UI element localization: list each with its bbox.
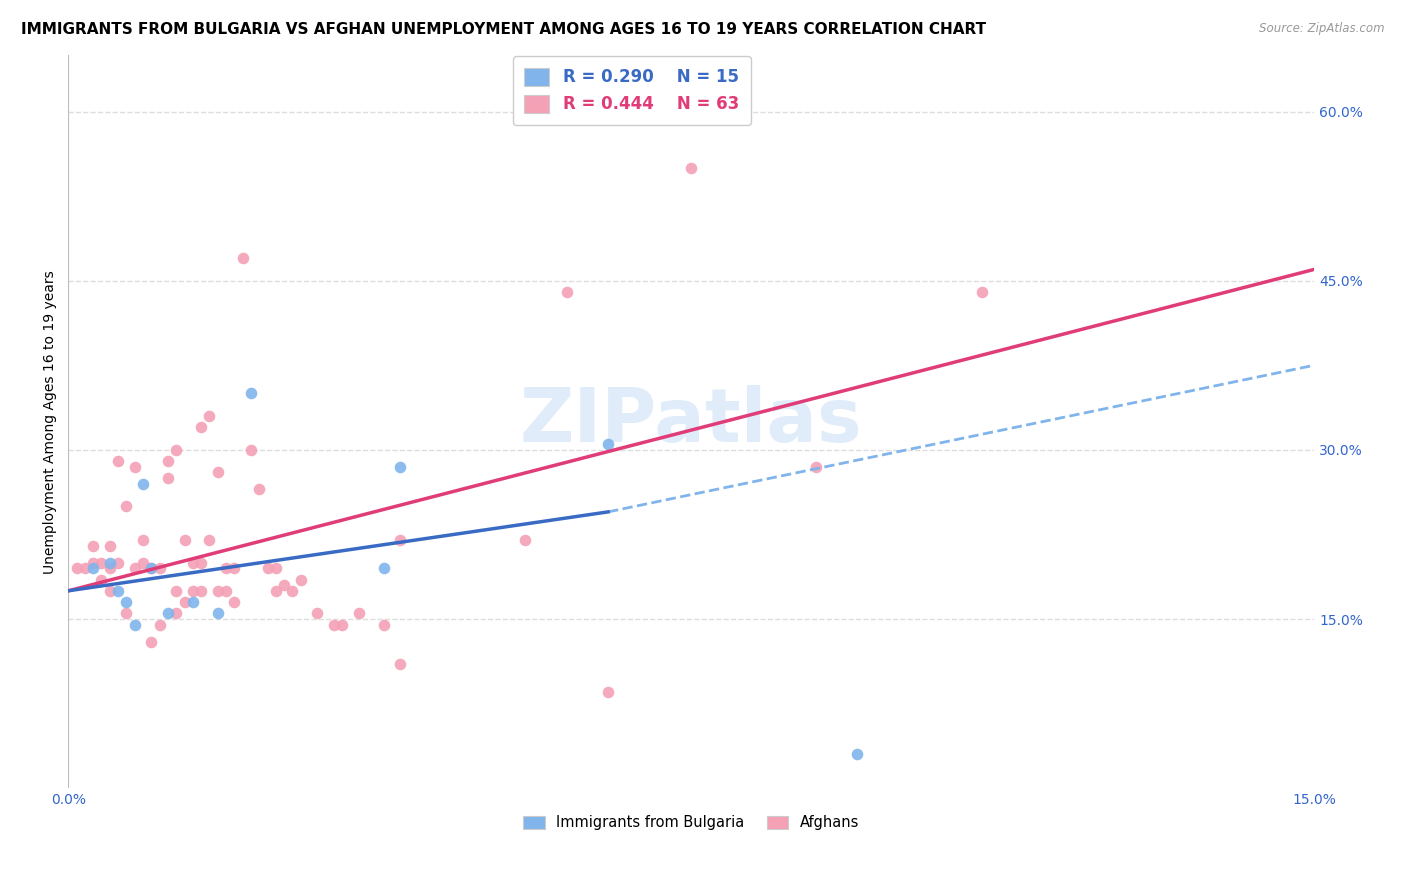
Point (256, 561, 278, 575)
Point (373, 617, 395, 632)
Point (141, 561, 163, 575)
Y-axis label: Unemployment Among Ages 16 to 19 years: Unemployment Among Ages 16 to 19 years (44, 269, 58, 574)
Point (330, 617, 353, 632)
Point (846, 747, 869, 762)
Point (107, 583, 129, 598)
Point (115, 500, 138, 514)
Point (165, 607, 187, 621)
Text: ZIPatlas: ZIPatlas (520, 385, 862, 458)
Point (82, 556, 104, 570)
Point (141, 634, 163, 648)
Point (115, 595, 138, 609)
Point (207, 583, 229, 598)
Point (90, 556, 112, 570)
Point (190, 420, 212, 434)
Point (281, 583, 304, 598)
Point (124, 617, 146, 632)
Point (156, 454, 179, 468)
Point (970, 285, 993, 299)
Point (181, 583, 204, 598)
Point (207, 466, 229, 480)
Point (90, 573, 112, 587)
Point (389, 533, 412, 547)
Point (804, 459, 827, 474)
Point (239, 442, 262, 457)
Point (181, 595, 204, 609)
Point (389, 657, 412, 672)
Point (290, 573, 312, 587)
Point (107, 454, 129, 468)
Point (555, 285, 578, 299)
Point (65, 561, 87, 575)
Point (165, 442, 187, 457)
Point (198, 533, 221, 547)
Point (207, 607, 229, 621)
Point (247, 483, 270, 497)
Point (224, 561, 246, 575)
Point (224, 595, 246, 609)
Point (107, 556, 129, 570)
Legend: Immigrants from Bulgaria, Afghans: Immigrants from Bulgaria, Afghans (517, 809, 865, 836)
Point (198, 409, 221, 423)
Point (82, 539, 104, 553)
Point (264, 583, 287, 598)
Text: IMMIGRANTS FROM BULGARIA VS AFGHAN UNEMPLOYMENT AMONG AGES 16 TO 19 YEARS CORREL: IMMIGRANTS FROM BULGARIA VS AFGHAN UNEMP… (21, 22, 986, 37)
Point (165, 583, 187, 598)
Text: Source: ZipAtlas.com: Source: ZipAtlas.com (1260, 22, 1385, 36)
Point (115, 607, 138, 621)
Point (98, 583, 121, 598)
Point (181, 556, 204, 570)
Point (98, 561, 121, 575)
Point (215, 583, 238, 598)
Point (82, 561, 104, 575)
Point (307, 607, 329, 621)
Point (98, 539, 121, 553)
Point (156, 471, 179, 485)
Point (190, 583, 212, 598)
Point (323, 617, 346, 632)
Point (389, 459, 412, 474)
Point (190, 556, 212, 570)
Point (598, 685, 620, 699)
Point (156, 607, 179, 621)
Point (598, 437, 620, 451)
Point (232, 251, 254, 265)
Point (73, 561, 96, 575)
Point (513, 533, 536, 547)
Point (264, 561, 287, 575)
Point (132, 533, 155, 547)
Point (124, 561, 146, 575)
Point (681, 161, 703, 175)
Point (347, 607, 370, 621)
Point (173, 533, 195, 547)
Point (124, 459, 146, 474)
Point (373, 561, 395, 575)
Point (98, 556, 121, 570)
Point (149, 617, 172, 632)
Point (132, 476, 155, 491)
Point (273, 578, 295, 592)
Point (149, 561, 172, 575)
Point (132, 556, 155, 570)
Point (173, 595, 195, 609)
Point (239, 386, 262, 401)
Point (215, 561, 238, 575)
Point (141, 561, 163, 575)
